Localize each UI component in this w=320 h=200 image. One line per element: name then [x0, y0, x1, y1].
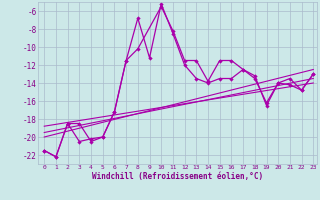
X-axis label: Windchill (Refroidissement éolien,°C): Windchill (Refroidissement éolien,°C) [92, 172, 263, 181]
